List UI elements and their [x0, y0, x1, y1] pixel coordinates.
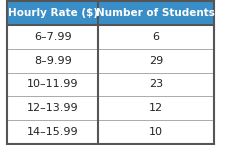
Text: Number of Students: Number of Students — [97, 8, 215, 18]
Text: 6–7.99: 6–7.99 — [34, 32, 72, 42]
Text: 8–9.99: 8–9.99 — [34, 56, 72, 66]
Bar — [7, 120, 98, 144]
Bar — [7, 49, 98, 72]
Text: 6: 6 — [152, 32, 160, 42]
Bar — [98, 120, 214, 144]
Text: 12–13.99: 12–13.99 — [27, 103, 79, 113]
Text: 10–11.99: 10–11.99 — [27, 79, 79, 89]
Text: Hourly Rate ($): Hourly Rate ($) — [8, 8, 98, 18]
Bar — [98, 25, 214, 49]
Bar — [7, 96, 98, 120]
Bar — [7, 25, 98, 49]
Bar — [98, 1, 214, 25]
Bar — [7, 72, 98, 96]
Bar — [98, 49, 214, 72]
Bar — [98, 72, 214, 96]
Text: 23: 23 — [149, 79, 163, 89]
Bar — [98, 96, 214, 120]
Text: 29: 29 — [149, 56, 163, 66]
Text: 14–15.99: 14–15.99 — [27, 127, 79, 137]
Text: 12: 12 — [149, 103, 163, 113]
Text: 10: 10 — [149, 127, 163, 137]
Bar — [7, 1, 98, 25]
